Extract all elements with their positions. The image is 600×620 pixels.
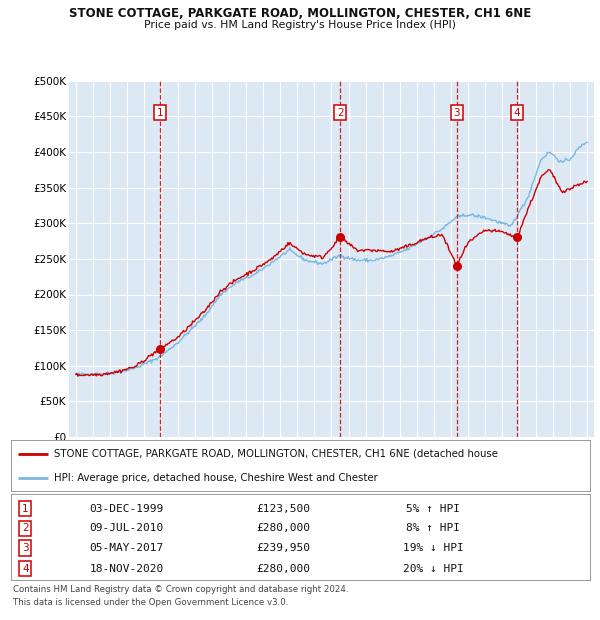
Text: 4: 4 [22,564,29,574]
Text: This data is licensed under the Open Government Licence v3.0.: This data is licensed under the Open Gov… [13,598,289,607]
Text: HPI: Average price, detached house, Cheshire West and Chester: HPI: Average price, detached house, Ches… [54,473,378,484]
Text: 4: 4 [514,108,520,118]
Text: 2: 2 [22,523,29,533]
Text: 1: 1 [22,503,29,514]
Text: 20% ↓ HPI: 20% ↓ HPI [403,564,464,574]
Text: 19% ↓ HPI: 19% ↓ HPI [403,543,464,553]
Text: £239,950: £239,950 [256,543,310,553]
Text: £280,000: £280,000 [256,564,310,574]
Text: 2: 2 [337,108,344,118]
Text: 05-MAY-2017: 05-MAY-2017 [89,543,164,553]
Text: Price paid vs. HM Land Registry's House Price Index (HPI): Price paid vs. HM Land Registry's House … [144,20,456,30]
Text: 5% ↑ HPI: 5% ↑ HPI [406,503,460,514]
Text: Contains HM Land Registry data © Crown copyright and database right 2024.: Contains HM Land Registry data © Crown c… [13,585,349,595]
Text: £123,500: £123,500 [256,503,310,514]
Text: 09-JUL-2010: 09-JUL-2010 [89,523,164,533]
Text: STONE COTTAGE, PARKGATE ROAD, MOLLINGTON, CHESTER, CH1 6NE: STONE COTTAGE, PARKGATE ROAD, MOLLINGTON… [69,7,531,20]
Text: STONE COTTAGE, PARKGATE ROAD, MOLLINGTON, CHESTER, CH1 6NE (detached house: STONE COTTAGE, PARKGATE ROAD, MOLLINGTON… [54,449,498,459]
Text: 18-NOV-2020: 18-NOV-2020 [89,564,164,574]
Text: 3: 3 [454,108,460,118]
Text: 3: 3 [22,543,29,553]
Text: 1: 1 [157,108,163,118]
Text: 8% ↑ HPI: 8% ↑ HPI [406,523,460,533]
Text: 03-DEC-1999: 03-DEC-1999 [89,503,164,514]
Text: £280,000: £280,000 [256,523,310,533]
